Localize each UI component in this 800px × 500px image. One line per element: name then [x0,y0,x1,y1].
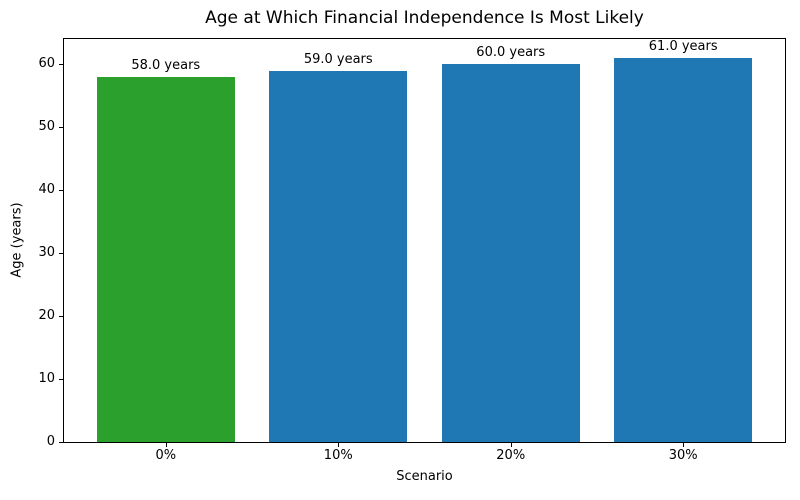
bar-value-label: 58.0 years [131,58,201,74]
x-tick-label: 20% [496,448,526,463]
plot-area: 58.0 years 59.0 years 60.0 years 61.0 years [63,38,786,443]
y-tick-mark [59,316,63,317]
y-tick-label: 50 [38,119,55,134]
x-axis-label: Scenario [396,469,453,484]
bar-scenario-0% [96,77,235,442]
chart-title: Age at Which Financial Independence Is M… [205,8,644,28]
y-tick-label: 0 [46,434,55,449]
bar-value-label: 60.0 years [476,45,546,61]
y-tick-mark [59,253,63,254]
x-tick-label: 10% [323,448,353,463]
x-tick-label: 30% [668,448,698,463]
y-tick-label: 60 [38,56,55,71]
y-tick-label: 10 [38,371,55,386]
y-tick-label: 30 [38,245,55,260]
y-tick-mark [59,127,63,128]
y-axis-label: Age (years) [9,202,25,278]
x-tick-mark [338,443,340,447]
y-tick-mark [59,442,63,443]
y-tick-mark [59,379,63,380]
bar-value-label: 59.0 years [303,51,373,67]
x-tick-mark [510,443,512,447]
bar-scenario-20% [441,64,580,442]
bar-scenario-10% [269,70,408,442]
x-tick-mark [683,443,685,447]
x-tick-mark [165,443,167,447]
y-tick-mark [59,64,63,65]
y-tick-label: 40 [38,182,55,197]
bar-scenario-30% [614,58,753,442]
bar-value-label: 61.0 years [648,39,718,55]
y-tick-label: 20 [38,308,55,323]
x-tick-label: 0% [155,448,177,463]
y-tick-mark [59,190,63,191]
